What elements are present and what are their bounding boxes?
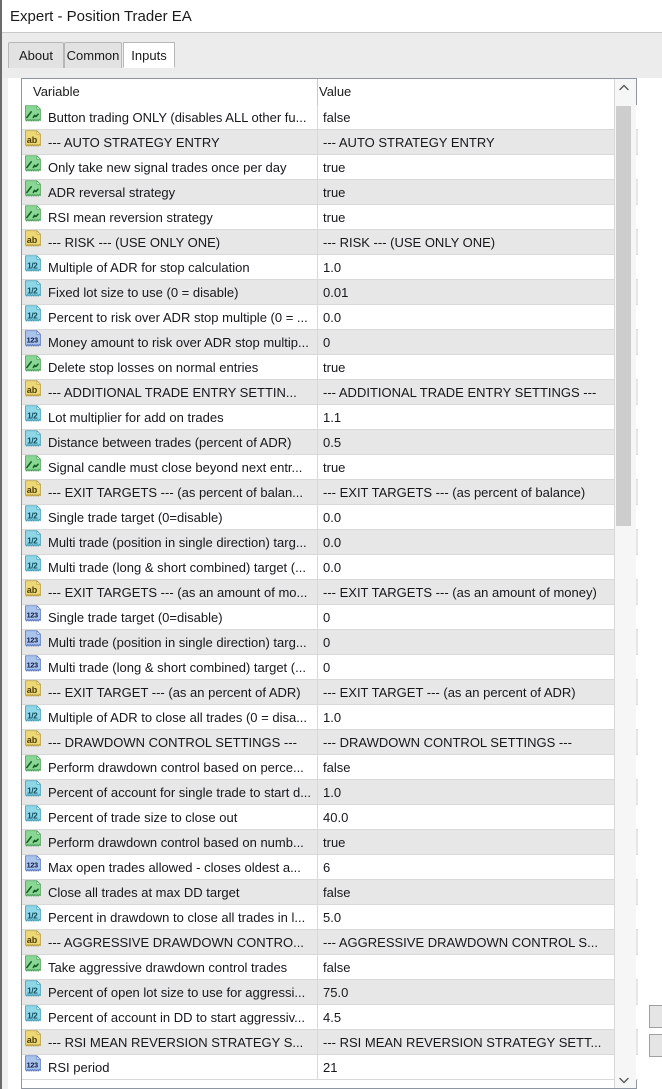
svg-text:ab: ab [27,1035,38,1045]
svg-text:ab: ab [27,585,38,595]
svg-text:1/2: 1/2 [27,785,38,795]
svg-text:123: 123 [27,637,38,645]
svg-text:1/2: 1/2 [27,260,38,270]
svg-text:1/2: 1/2 [27,535,38,545]
svg-text:ab: ab [27,485,38,495]
svg-text:1/2: 1/2 [27,310,38,320]
svg-text:1/2: 1/2 [27,410,38,420]
svg-text:1/2: 1/2 [27,985,38,995]
svg-text:ab: ab [27,735,38,745]
svg-text:123: 123 [27,862,38,870]
svg-text:1/2: 1/2 [27,435,38,445]
svg-text:1/2: 1/2 [27,910,38,920]
svg-text:ab: ab [27,935,38,945]
svg-text:1/2: 1/2 [27,810,38,820]
svg-text:ab: ab [27,235,38,245]
svg-text:1/2: 1/2 [27,710,38,720]
svg-text:ab: ab [27,685,38,695]
svg-text:123: 123 [27,612,38,620]
svg-text:1/2: 1/2 [27,1010,38,1020]
svg-text:ab: ab [27,385,38,395]
svg-text:1/2: 1/2 [27,560,38,570]
svg-text:123: 123 [27,337,38,345]
svg-text:1/2: 1/2 [27,510,38,520]
svg-text:123: 123 [27,1062,38,1070]
svg-text:ab: ab [27,135,38,145]
svg-text:1/2: 1/2 [27,285,38,295]
svg-text:123: 123 [27,662,38,670]
